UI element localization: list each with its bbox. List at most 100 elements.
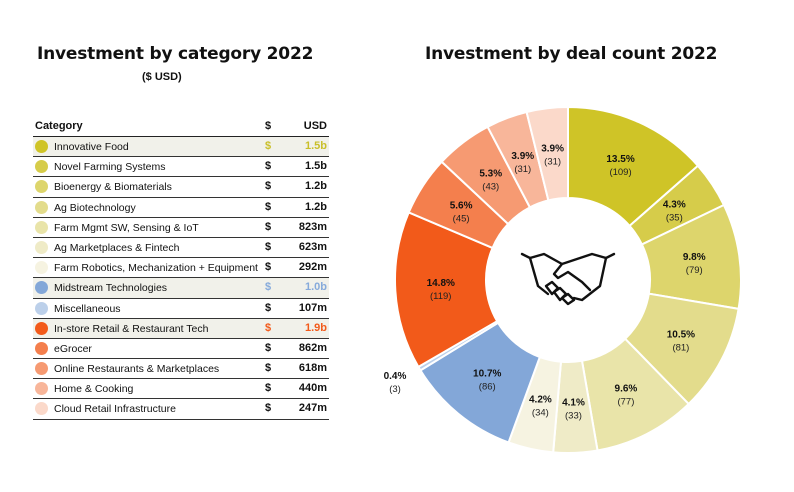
table-row: eGrocer $862m xyxy=(33,339,329,360)
category-value: 1.5b xyxy=(304,140,327,152)
slice-percent-label: 3.9% xyxy=(511,151,534,162)
currency-symbol: $ xyxy=(265,402,272,415)
table-subtitle: ($ USD) xyxy=(142,71,182,83)
slice-count-label: (3) xyxy=(389,384,401,395)
category-value: 862m xyxy=(298,341,327,354)
category-value: 1.2b xyxy=(304,180,327,193)
category-value: 440m xyxy=(298,382,327,395)
category-value: 1.0b xyxy=(304,281,327,294)
category-color-dot xyxy=(35,160,48,174)
category-color-dot xyxy=(35,200,48,214)
category-value: 618m xyxy=(298,362,327,375)
category-name: Ag Biotechnology xyxy=(54,201,136,214)
currency-symbol: $ xyxy=(265,180,272,193)
table-body: Innovative Food $1.5b Novel Farming System… xyxy=(33,137,329,420)
category-name: Online Restaurants & Marketplaces xyxy=(54,363,220,376)
slice-percent-label: 5.3% xyxy=(479,169,502,180)
category-name: Innovative Food xyxy=(54,141,129,153)
slice-percent-label: 5.6% xyxy=(450,200,473,211)
table-row: Novel Farming Systems $1.5b xyxy=(33,157,329,178)
currency-symbol: $ xyxy=(265,261,272,274)
category-value: 1.5b xyxy=(304,160,327,173)
category-color-dot xyxy=(35,240,48,254)
category-name: Farm Mgmt SW, Sensing & IoT xyxy=(54,221,199,234)
category-value: 823m xyxy=(298,220,327,233)
category-name: Miscellaneous xyxy=(54,302,121,315)
category-value: 623m xyxy=(298,240,327,253)
category-table: Category $ USD Innovative Food $1.5b Novel… xyxy=(33,118,329,420)
deal-count-donut-chart: 13.5% (109) 4.3% (35) 9.8% (79) 10.5% (81) 9.6% (… xyxy=(384,105,742,454)
currency-symbol: $ xyxy=(265,301,272,314)
currency-symbol: $ xyxy=(265,382,272,395)
category-name: Home & Cooking xyxy=(54,383,134,396)
currency-symbol: $ xyxy=(265,200,272,213)
slice-percent-label: 10.7% xyxy=(473,369,501,380)
table-row: Ag Biotechnology $1.2b xyxy=(33,198,329,218)
table-title: Investment by category 2022 xyxy=(37,44,314,64)
currency-symbol: $ xyxy=(265,281,272,294)
category-value: 292m xyxy=(298,261,327,274)
slice-count-label: (33) xyxy=(565,410,582,421)
currency-symbol: $ xyxy=(265,341,272,354)
category-color-dot xyxy=(35,281,48,295)
slice-percent-label: 3.9% xyxy=(541,143,564,154)
category-name: Midstream Technologies xyxy=(54,282,168,295)
table-row: Home & Cooking $440m xyxy=(33,379,329,400)
table-header: Category $ USD xyxy=(33,118,329,137)
slice-percent-label: 9.6% xyxy=(615,384,638,395)
category-color-dot xyxy=(35,301,48,315)
header-currency: $ xyxy=(265,120,272,132)
donut-labels: 13.5% (109) 4.3% (35) 9.8% (79) 10.5% (81) 9.6% (… xyxy=(384,143,706,421)
donut-title: Investment by deal count 2022 xyxy=(425,44,718,64)
category-name: eGrocer xyxy=(54,342,92,355)
category-color-dot xyxy=(35,220,48,234)
slice-count-label: (119) xyxy=(430,291,451,302)
category-value: 107m xyxy=(298,301,327,314)
slice-percent-label: 9.8% xyxy=(683,252,706,263)
category-color-dot xyxy=(35,140,48,153)
category-color-dot xyxy=(35,180,48,194)
slice-count-label: (45) xyxy=(453,213,470,224)
slice-count-label: (86) xyxy=(479,382,496,393)
table-row: Midstream Technologies $1.0b xyxy=(33,278,329,299)
donut-slices xyxy=(394,105,742,454)
slice-count-label: (43) xyxy=(482,182,499,193)
category-name: In-store Retail & Restaurant Tech xyxy=(54,322,209,335)
table-row: Farm Robotics, Mechanization + Equipment… xyxy=(33,258,329,279)
slice-percent-label: 13.5% xyxy=(606,154,634,165)
currency-symbol: $ xyxy=(265,220,272,233)
header-category: Category xyxy=(35,120,83,132)
table-row: Bioenergy & Biomaterials $1.2b xyxy=(33,177,329,198)
slice-count-label: (109) xyxy=(609,167,631,178)
slice-percent-label: 4.1% xyxy=(562,397,585,408)
handshake-icon xyxy=(520,252,616,306)
slice-percent-label: 4.2% xyxy=(529,394,552,405)
category-name: Novel Farming Systems xyxy=(54,161,166,174)
slice-percent-label: 10.5% xyxy=(667,329,695,340)
slice-count-label: (31) xyxy=(544,156,561,167)
category-color-dot xyxy=(35,261,48,275)
category-name: Cloud Retail Infrastructure xyxy=(54,403,176,416)
header-usd: USD xyxy=(303,120,327,132)
category-color-dot xyxy=(35,382,48,396)
category-value: 247m xyxy=(298,402,327,415)
category-value: 1.9b xyxy=(304,321,327,334)
category-name: Bioenergy & Biomaterials xyxy=(54,181,172,194)
currency-symbol: $ xyxy=(265,160,272,173)
slice-count-label: (77) xyxy=(617,397,634,408)
table-row: Online Restaurants & Marketplaces $618m xyxy=(33,359,329,380)
slice-percent-label: 14.8% xyxy=(427,278,455,289)
currency-symbol: $ xyxy=(265,240,272,253)
currency-symbol: $ xyxy=(265,362,272,375)
table-row: Miscellaneous $107m xyxy=(33,299,329,319)
slice-percent-label: 0.4% xyxy=(384,371,407,382)
category-name: Farm Robotics, Mechanization + Equipment xyxy=(54,262,258,275)
slice-percent-label: 4.3% xyxy=(663,200,686,211)
category-color-dot xyxy=(35,362,48,376)
category-value: 1.2b xyxy=(304,200,327,213)
slice-count-label: (81) xyxy=(672,342,689,353)
slice-count-label: (79) xyxy=(686,265,703,276)
table-row: In-store Retail & Restaurant Tech $1.9b xyxy=(33,318,329,339)
category-name: Ag Marketplaces & Fintech xyxy=(54,241,180,254)
category-color-dot xyxy=(35,321,48,335)
